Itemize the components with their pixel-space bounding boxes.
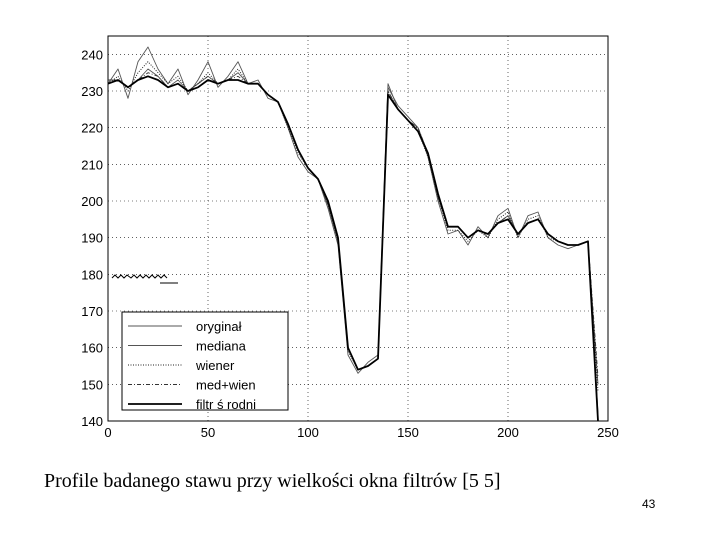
- series-line-4: [107, 75, 599, 422]
- y-tick-label: 180: [81, 267, 103, 282]
- y-tick-label: 220: [81, 121, 103, 136]
- y-tick-label: 170: [81, 304, 103, 319]
- x-tick-label: 0: [104, 425, 111, 440]
- y-tick-label: 150: [81, 377, 103, 392]
- legend: oryginał mediana wiener med+wien filtr ś rod…: [121, 311, 289, 412]
- x-tick-label: 50: [201, 425, 215, 440]
- legend-label: med+wien: [196, 378, 256, 393]
- legend-label: wiener: [195, 358, 235, 373]
- y-tick-label: 230: [81, 84, 103, 99]
- y-tick-label: 200: [81, 194, 103, 209]
- x-tick-label: 250: [597, 425, 619, 440]
- x-tick-label: 200: [497, 425, 519, 440]
- y-tick-label: 240: [81, 47, 103, 62]
- axis-ticks: 0 50 100 150 200 250 140 150 160 170 180 190 200 210 2…: [81, 47, 619, 440]
- x-tick-label: 150: [397, 425, 419, 440]
- legend-label: mediana: [196, 339, 247, 354]
- series-lines: [107, 46, 599, 422]
- legend-box: [121, 311, 289, 411]
- y-tick-label: 190: [81, 231, 103, 246]
- y-tick-label: 140: [81, 414, 103, 429]
- page-number: 43: [642, 497, 656, 511]
- y-tick-label: 210: [81, 157, 103, 172]
- legend-label: oryginał: [196, 319, 242, 334]
- y-tick-label: 160: [81, 341, 103, 356]
- x-tick-label: 100: [297, 425, 319, 440]
- smudge-text: [111, 274, 178, 284]
- figure-caption: Profile badanego stawu przy wielkości ok…: [44, 470, 501, 492]
- legend-label: filtr ś rodni: [196, 397, 256, 412]
